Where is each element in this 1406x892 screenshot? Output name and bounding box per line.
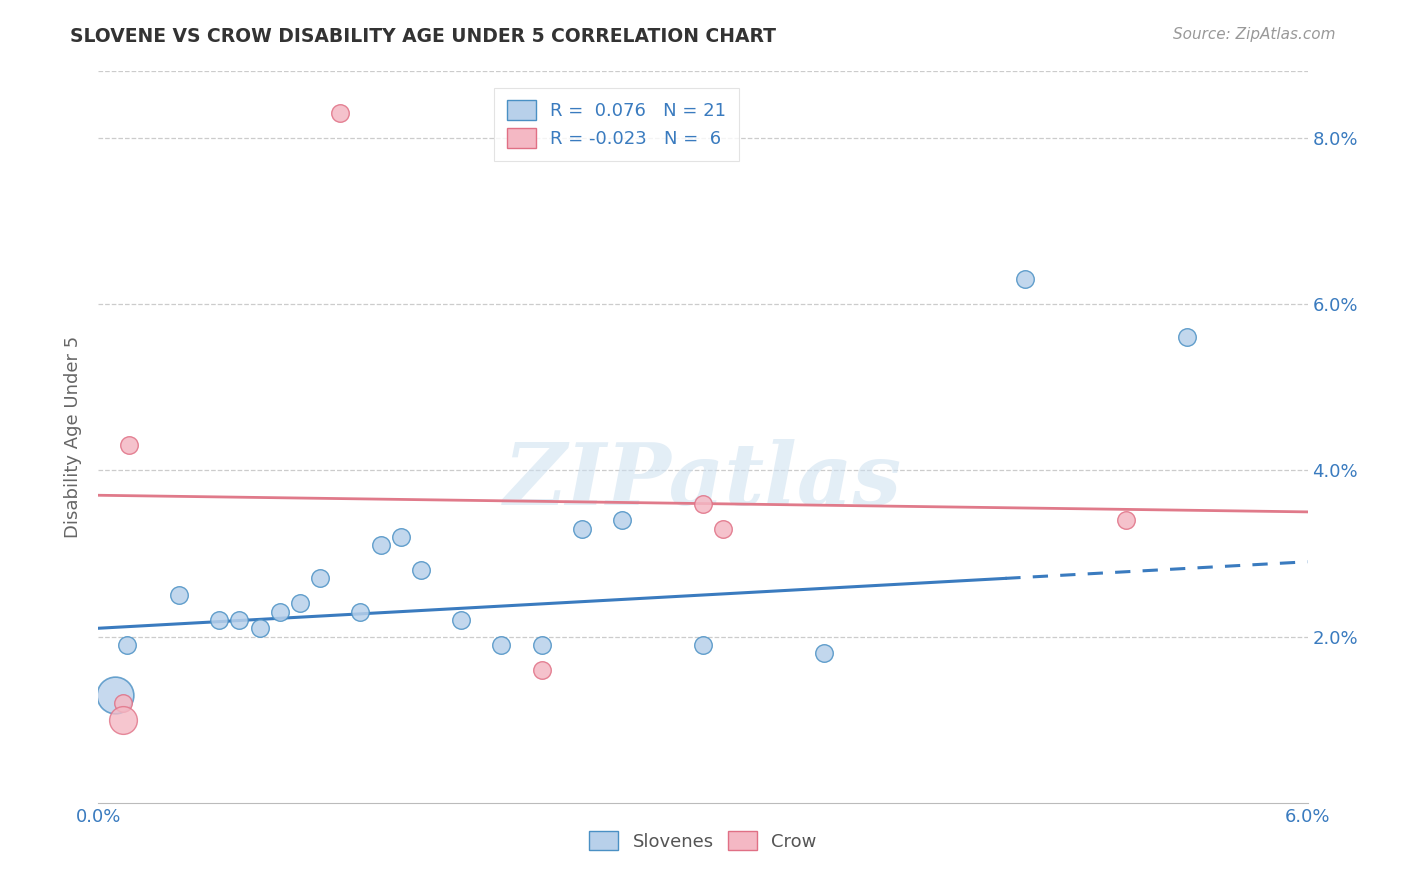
Point <box>530 663 553 677</box>
Y-axis label: Disability Age Under 5: Disability Age Under 5 <box>65 336 83 538</box>
Point <box>269 605 291 619</box>
Text: SLOVENE VS CROW DISABILITY AGE UNDER 5 CORRELATION CHART: SLOVENE VS CROW DISABILITY AGE UNDER 5 C… <box>70 27 776 45</box>
Point <box>389 530 412 544</box>
Point <box>115 638 138 652</box>
Point <box>692 497 714 511</box>
Text: ZIPatlas: ZIPatlas <box>503 439 903 523</box>
Legend: Slovenes, Crow: Slovenes, Crow <box>581 822 825 860</box>
Point <box>228 613 250 627</box>
Point <box>1115 513 1137 527</box>
Point <box>288 596 311 610</box>
Point <box>111 696 134 710</box>
Point <box>450 613 472 627</box>
Point <box>249 621 271 635</box>
Point <box>530 638 553 652</box>
Point <box>167 588 190 602</box>
Point <box>349 605 371 619</box>
Point <box>1175 330 1198 344</box>
Point <box>711 521 734 535</box>
Point <box>208 613 231 627</box>
Point <box>329 106 352 120</box>
Point <box>612 513 634 527</box>
Point <box>491 638 513 652</box>
Point <box>103 688 125 702</box>
Text: Source: ZipAtlas.com: Source: ZipAtlas.com <box>1173 27 1336 42</box>
Point <box>309 571 332 585</box>
Point <box>370 538 392 552</box>
Point <box>571 521 593 535</box>
Point <box>409 563 432 577</box>
Point <box>813 646 835 660</box>
Point <box>1014 272 1036 286</box>
Point <box>111 713 134 727</box>
Point <box>118 438 141 452</box>
Point <box>692 638 714 652</box>
